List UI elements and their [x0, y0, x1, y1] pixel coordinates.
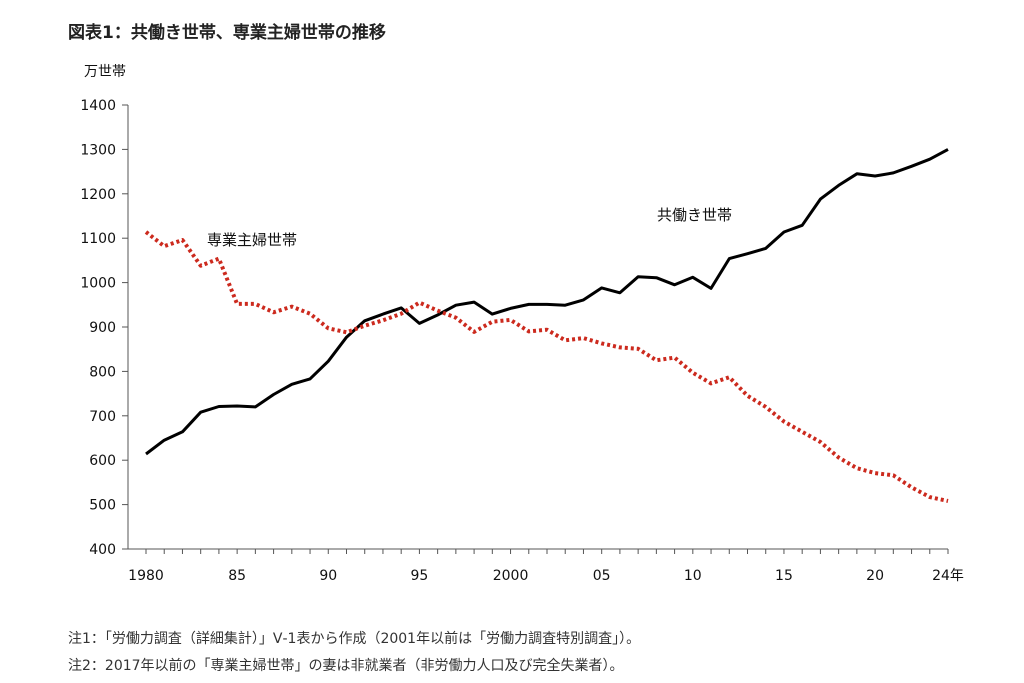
x-tick-label: 20	[866, 568, 884, 584]
y-tick-label: 1100	[80, 231, 116, 247]
y-tick-label: 600	[89, 453, 116, 469]
y-tick-label: 1400	[80, 98, 116, 114]
x-tick-label: 1980	[128, 568, 164, 584]
y-tick-label: 500	[89, 498, 116, 514]
footnote-2: 注2：2017年以前の「専業主婦世帯」の妻は非就業者（非労働力人口及び完全失業者…	[68, 658, 624, 674]
x-tick-label: 90	[319, 568, 337, 584]
x-tick-label: 15	[775, 568, 793, 584]
series-line-1	[145, 148, 949, 456]
series-annotation-1: 専業主婦世帯	[207, 231, 297, 249]
x-tick-label: 95	[410, 568, 428, 584]
x-tick-label: 24年	[932, 568, 964, 584]
chart-title: 図表1：共働き世帯、専業主婦世帯の推移	[68, 23, 386, 43]
y-tick-label: 800	[89, 364, 116, 380]
y-tick-label: 900	[89, 320, 116, 336]
x-tick-label: 2000	[493, 568, 529, 584]
series-line-2	[144, 230, 949, 503]
y-tick-label: 1200	[80, 187, 116, 203]
line-chart: 400 500 600 700 800 900 1000 1100 1200 1300 1400 万世…	[80, 64, 964, 584]
y-axis-label: 万世帯	[84, 64, 126, 80]
x-tick-label: 10	[684, 568, 702, 584]
y-tick-label: 1300	[80, 142, 116, 158]
footnote-1: 注1：「労働力調査（詳細集計）」Ⅴ-1表から作成（2001年以前は「労働力調査特…	[68, 631, 641, 647]
y-tick-label: 400	[89, 542, 116, 558]
series-annotation-2: 共働き世帯	[657, 206, 732, 224]
x-tick-label: 85	[228, 568, 246, 584]
x-tick-label: 05	[593, 568, 611, 584]
y-tick-label: 700	[89, 409, 116, 425]
y-tick-label: 1000	[80, 276, 116, 292]
